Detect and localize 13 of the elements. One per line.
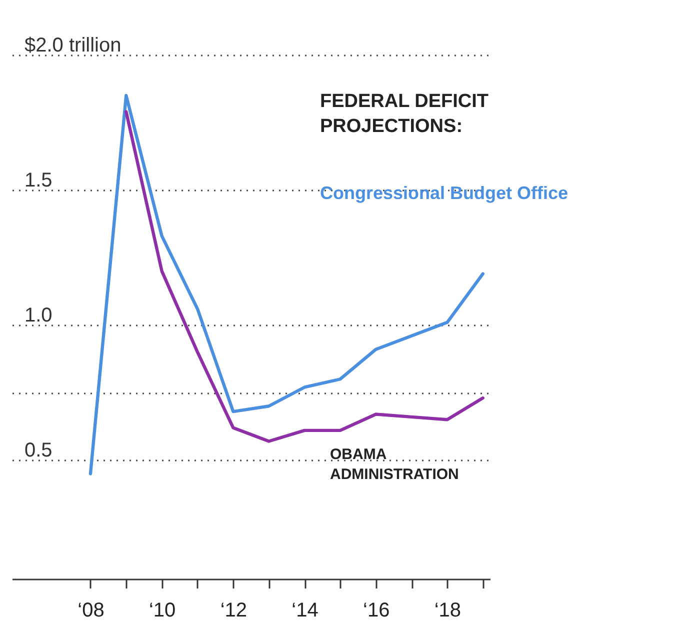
x-tick-label: ‘12 xyxy=(220,600,248,622)
x-tick-label: ‘14 xyxy=(292,600,318,622)
y-tick-label: 1.0 xyxy=(24,304,52,327)
x-tick-label: ‘08 xyxy=(78,600,104,622)
x-tick-label: ‘10 xyxy=(148,600,176,622)
x-tick-label: ‘16 xyxy=(363,600,390,622)
y-tick-label: 0.5 xyxy=(24,440,52,462)
y-tick-label: 1.5 xyxy=(24,170,52,192)
y-tick-label: $2.0 trillion xyxy=(24,34,122,56)
text: Congressional Budget Office xyxy=(320,183,568,203)
series-label: OBAMA ADMINISTRATION xyxy=(330,446,459,483)
x-tick-label: ‘18 xyxy=(434,600,462,622)
text: FEDERAL DEFICIT PROJECTIONS: xyxy=(320,91,489,137)
